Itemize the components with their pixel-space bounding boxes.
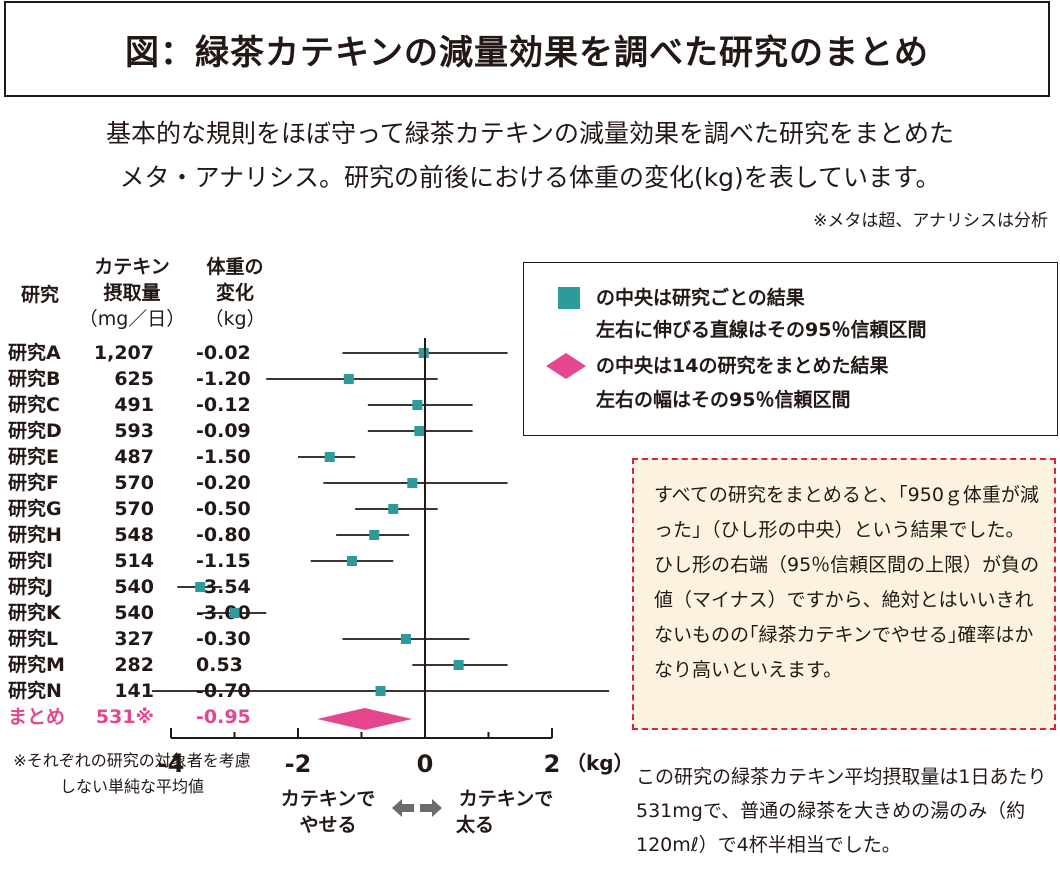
study-name: 研究D (8, 420, 62, 442)
legend-square-line-2: 左右に伸びる直線はその95％信頼区間 (596, 319, 927, 341)
study-name: 研究B (8, 368, 61, 390)
study-intake: 625 (114, 368, 154, 390)
header-intake-unit: （mg／日） (78, 308, 186, 330)
study-intake: 570 (114, 498, 154, 520)
direction-lose-line-1: カテキンで (280, 788, 376, 810)
study-name: 研究I (8, 550, 54, 572)
study-name: 研究L (8, 628, 59, 650)
study-intake: 514 (114, 550, 154, 572)
direction-gain-line-1: カテキンで (458, 788, 554, 810)
header-change: 体重の 変化 （kg） (190, 254, 280, 332)
study-change: -3.00 (196, 602, 251, 624)
page-title: 図：緑茶カテキンの減量効果を調べた研究のまとめ (125, 32, 929, 73)
study-name: 研究K (8, 602, 61, 624)
study-change: 0.53 (196, 654, 243, 676)
summary-diamond (317, 708, 413, 730)
header-study: 研究 (10, 282, 70, 308)
study-intake: 491 (114, 394, 154, 416)
study-change: -1.20 (196, 368, 251, 390)
study-change: -0.02 (196, 342, 251, 364)
x-tick-label: 2 (544, 750, 561, 778)
study-intake: 282 (114, 654, 154, 676)
study-intake: 548 (114, 524, 154, 546)
study-change: -3.54 (196, 576, 251, 598)
point-marker (407, 478, 418, 488)
study-intake: 141 (114, 680, 154, 702)
point-marker (400, 634, 411, 644)
legend-square-line-1: の中央は研究ごとの結果 (596, 287, 805, 309)
header-intake-line-2: 摂取量 (103, 282, 161, 304)
header-change-line-1: 体重の (206, 256, 264, 278)
study-name: 研究A (8, 342, 61, 364)
header-change-line-2: 変化 (215, 282, 254, 304)
study-change: -0.80 (196, 524, 251, 546)
study-intake: 570 (114, 472, 154, 494)
double-arrow-icon (392, 799, 442, 817)
point-marker (343, 374, 354, 384)
study-change: -0.20 (196, 472, 251, 494)
legend-diamond-line-2: 左右の幅はその95％信頼区間 (596, 389, 851, 411)
x-unit-label: （kg） (566, 751, 634, 775)
intro-text: 基本的な規則をほぼ守って緑茶カテキンの減量効果を調べた研究をまとめた メタ・アナ… (0, 112, 1060, 200)
point-marker (324, 452, 335, 462)
summary-intake: 531※ (95, 706, 154, 728)
header-intake: カテキン 摂取量 （mg／日） (72, 254, 192, 332)
header-study-label: 研究 (20, 284, 59, 306)
study-name: 研究H (8, 524, 62, 546)
footnote-simple-average: ※それぞれの研究の対象者を考慮しない単純な平均値 (13, 751, 251, 796)
point-marker (453, 660, 464, 670)
summary-change: -0.95 (196, 706, 251, 728)
study-intake: 327 (114, 628, 154, 650)
point-marker (412, 400, 423, 410)
study-intake: 593 (114, 420, 154, 442)
point-marker (375, 686, 386, 696)
point-marker (388, 504, 399, 514)
study-name: 研究M (8, 654, 65, 676)
study-intake: 1,207 (93, 342, 154, 364)
footnote-meta-analysis: ※メタは超、アナリシスは分析 (813, 211, 1048, 231)
study-change: -0.09 (196, 420, 251, 442)
header-intake-line-1: カテキン (94, 256, 170, 278)
study-intake: 540 (114, 602, 154, 624)
point-marker (414, 426, 425, 436)
intro-line-1: 基本的な規則をほぼ守って緑茶カテキンの減量効果を調べた研究をまとめた (105, 119, 954, 148)
direction-gain-line-2: 太る (456, 814, 495, 836)
study-intake: 540 (114, 576, 154, 598)
summary-note-text: すべての研究をまとめると、｢950ｇ体重が減った｣（ひし形の中央）という結果でし… (654, 484, 1040, 681)
summary-note-box: すべての研究をまとめると、｢950ｇ体重が減った｣（ひし形の中央）という結果でし… (632, 458, 1056, 730)
study-name: 研究N (8, 680, 62, 702)
legend: の中央は研究ごとの結果 左右に伸びる直線はその95％信頼区間 の中央は14の研究… (523, 262, 1058, 436)
legend-square-icon (558, 287, 580, 309)
title-box: 図：緑茶カテキンの減量効果を調べた研究のまとめ (4, 1, 1050, 97)
direction-gain-weight: カテキンで 太る (446, 786, 566, 838)
study-name: 研究G (8, 498, 62, 520)
study-name: 研究F (8, 472, 59, 494)
x-tick-label: -2 (285, 750, 312, 778)
study-change: -0.70 (196, 680, 251, 702)
direction-lose-line-2: やせる (299, 814, 357, 836)
point-marker (418, 348, 429, 358)
study-change: -0.50 (196, 498, 251, 520)
point-marker (369, 530, 380, 540)
study-name: 研究J (8, 576, 54, 598)
study-change: -0.12 (196, 394, 251, 416)
study-change: -1.15 (196, 550, 251, 572)
study-change: -0.30 (196, 628, 251, 650)
legend-diamond-line-1: の中央は14の研究をまとめた結果 (596, 355, 889, 377)
study-name: 研究C (8, 394, 60, 416)
legend-diamond-icon (546, 353, 586, 379)
study-change: -1.50 (196, 446, 251, 468)
x-tick-label: 0 (417, 750, 434, 778)
intake-note: この研究の緑茶カテキン平均摂取量は1日あたり531mgで、普通の緑茶を大きめの湯… (636, 766, 1047, 856)
point-marker (346, 556, 357, 566)
study-name: 研究E (8, 446, 59, 468)
study-intake: 487 (114, 446, 154, 468)
intro-line-2: メタ・アナリシス。研究の前後における体重の変化(kg)を表しています。 (119, 163, 941, 192)
header-change-unit: （kg） (204, 308, 266, 330)
direction-lose-weight: カテキンで やせる (268, 786, 388, 838)
summary-label: まとめ (8, 706, 66, 728)
